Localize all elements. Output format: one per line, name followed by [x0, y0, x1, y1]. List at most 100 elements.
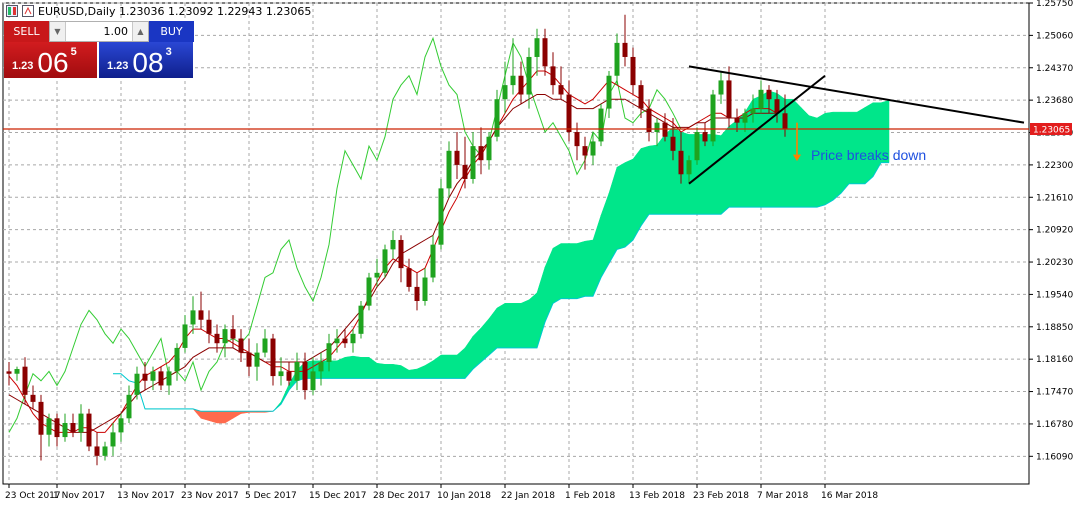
- y-tick-label: 1.20230: [1036, 258, 1073, 268]
- candle-body: [22, 366, 28, 395]
- candle-body: [254, 352, 260, 367]
- candle-body: [310, 371, 316, 391]
- kumo-cloud-segment: [336, 356, 346, 379]
- candle-body: [174, 347, 180, 372]
- candle-body: [734, 117, 740, 123]
- y-tick-label: 1.18850: [1036, 323, 1073, 333]
- y-tick-label: 1.17470: [1036, 388, 1073, 398]
- sell-price-prefix: 1.23: [12, 60, 34, 72]
- candle-body: [46, 418, 52, 435]
- candle-body: [350, 333, 356, 344]
- candle-body: [406, 268, 412, 287]
- candle-body: [270, 338, 276, 377]
- candle-body: [606, 75, 612, 109]
- candle-body: [462, 164, 468, 179]
- kumo-cloud-segment: [616, 162, 626, 250]
- kumo-cloud-segment: [864, 102, 874, 185]
- candle-body: [694, 132, 700, 161]
- candle-body: [358, 305, 364, 334]
- candle-body: [238, 338, 244, 353]
- kumo-cloud-segment: [384, 364, 394, 379]
- kumo-cloud-segment: [560, 243, 570, 299]
- candle-body: [54, 418, 60, 438]
- candle-body: [430, 244, 436, 278]
- kumo-cloud-segment: [528, 292, 538, 349]
- candle-body: [438, 188, 444, 245]
- kumo-cloud-segment: [448, 354, 458, 379]
- candle-body: [222, 329, 228, 344]
- candle-body: [14, 369, 20, 374]
- candle-body: [78, 413, 84, 433]
- sell-price-box[interactable]: 1.23 06 5: [4, 42, 98, 78]
- current-price-label: 1.23065: [1033, 125, 1070, 135]
- lot-increase-arrow-icon[interactable]: ▲: [132, 22, 148, 41]
- candle-body: [30, 394, 36, 402]
- candle-body: [166, 371, 172, 386]
- x-tick-label: 7 Mar 2018: [757, 491, 809, 501]
- candle-body: [638, 85, 644, 109]
- candle-body: [262, 338, 268, 353]
- y-tick-label: 1.24370: [1036, 64, 1073, 74]
- candle-body: [630, 56, 636, 86]
- y-tick-label: 1.25060: [1036, 31, 1073, 41]
- kumo-cloud-segment: [584, 239, 594, 297]
- x-tick-label: 13 Feb 2018: [629, 491, 685, 501]
- kumo-cloud-segment: [552, 243, 562, 304]
- candle-body: [102, 446, 108, 456]
- lot-size-input[interactable]: [66, 25, 132, 38]
- kumo-cloud-segment: [736, 111, 746, 208]
- candle-body: [150, 371, 156, 381]
- candle-body: [510, 75, 516, 86]
- sell-button[interactable]: SELL: [4, 21, 49, 42]
- candle-body: [374, 272, 380, 278]
- candle-body: [94, 446, 100, 456]
- x-tick-label: 28 Dec 2017: [373, 491, 431, 501]
- x-tick-label: 23 Nov 2017: [181, 491, 239, 501]
- candle-body: [110, 432, 116, 447]
- kumo-cloud-segment: [632, 147, 642, 241]
- buy-price-prefix: 1.23: [107, 60, 129, 72]
- kumo-cloud-segment: [624, 158, 634, 248]
- kumo-cloud-segment: [376, 362, 386, 379]
- candle-body: [62, 422, 68, 438]
- candle-body: [518, 75, 524, 95]
- candle-body: [246, 352, 252, 367]
- candle-body: [582, 146, 588, 156]
- buy-price-pips: 08: [132, 47, 164, 78]
- candle-body: [478, 146, 484, 161]
- candle-body: [414, 286, 420, 301]
- one-click-trading-panel: SELL ▼ ▲ BUY 1.23 06 5 1.23 08 3: [4, 21, 194, 78]
- candle-body: [702, 132, 708, 142]
- candle-body: [398, 239, 404, 269]
- kumo-cloud-segment: [328, 360, 338, 379]
- buy-button[interactable]: BUY: [149, 21, 194, 42]
- chart-header: EURUSD,Daily 1.23036 1.23092 1.22943 1.2…: [6, 2, 311, 20]
- x-tick-label: 5 Dec 2017: [245, 491, 297, 501]
- kumo-cloud-segment: [440, 354, 450, 379]
- x-tick-label: 23 Oct 2017: [5, 491, 61, 501]
- candle-body: [686, 160, 692, 175]
- candle-body: [502, 85, 508, 100]
- kumo-cloud-segment: [728, 119, 738, 208]
- lot-decrease-arrow-icon[interactable]: ▼: [50, 22, 66, 41]
- chikou-span-line: [8, 36, 682, 433]
- candle-body: [774, 99, 780, 114]
- kumo-cloud-segment: [504, 303, 514, 349]
- kumo-cloud-segment: [392, 364, 402, 379]
- candle-body: [782, 113, 788, 130]
- candle-body: [494, 99, 500, 137]
- x-tick-label: 22 Jan 2018: [501, 491, 555, 501]
- lot-size-control: ▼ ▲: [49, 21, 149, 42]
- candle-body: [470, 146, 476, 179]
- buy-price-box[interactable]: 1.23 08 3: [99, 42, 193, 78]
- x-tick-label: 15 Dec 2017: [309, 491, 367, 501]
- candle-body: [230, 329, 236, 339]
- symbol-icon: [22, 5, 34, 17]
- kumo-cloud-segment: [408, 368, 418, 379]
- candle-body: [486, 136, 492, 161]
- candle-body: [646, 108, 652, 133]
- lower-trendline: [688, 74, 826, 185]
- x-tick-label: 1 Nov 2017: [53, 491, 105, 501]
- candle-body: [326, 343, 332, 362]
